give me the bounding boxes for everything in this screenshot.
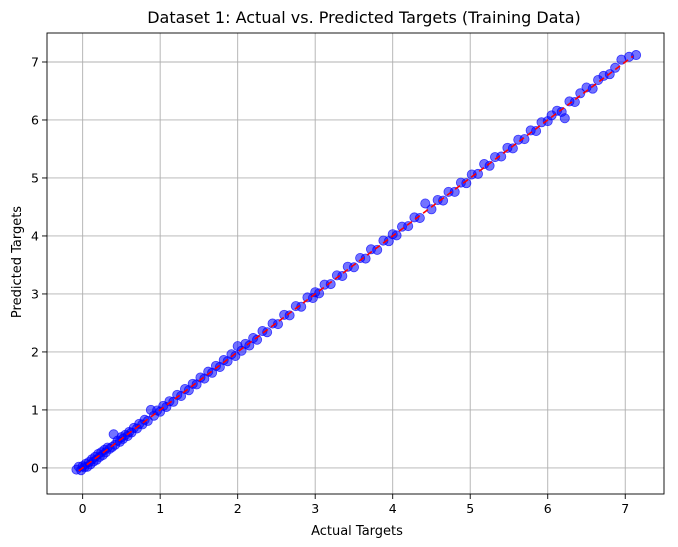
data-point [420, 198, 431, 209]
grid [47, 33, 664, 494]
reference-line [78, 55, 634, 472]
data-point [414, 212, 425, 223]
x-tick-label: 5 [466, 501, 474, 516]
data-point [472, 168, 483, 179]
data-point [449, 186, 460, 197]
y-tick-label: 7 [31, 54, 39, 69]
x-tick-label: 7 [621, 501, 629, 516]
data-point [360, 253, 371, 264]
data-point [296, 301, 307, 312]
data-point [262, 327, 273, 338]
data-point [610, 62, 621, 73]
data-point [575, 88, 586, 99]
x-tick-label: 0 [79, 501, 87, 516]
data-point [314, 288, 325, 299]
data-point [496, 151, 507, 162]
data-point [284, 310, 295, 321]
data-point [252, 334, 263, 345]
data-point [403, 221, 414, 232]
data-point [461, 178, 472, 189]
chart-title: Dataset 1: Actual vs. Predicted Targets … [147, 8, 581, 27]
data-point [531, 125, 542, 136]
y-tick-label: 0 [31, 460, 39, 475]
y-tick-label: 1 [31, 402, 39, 417]
data-point [587, 83, 598, 94]
y-tick-label: 4 [31, 228, 39, 243]
data-point [519, 134, 530, 145]
plot-frame [46, 32, 665, 495]
data-point [484, 160, 495, 171]
data-point [507, 143, 518, 154]
x-tick-label: 3 [311, 501, 319, 516]
x-tick-label: 1 [156, 501, 164, 516]
data-point [631, 50, 642, 61]
data-point [426, 204, 437, 215]
axis-ticks: 0 1 2 3 4 5 6 7 0 1 2 3 4 5 6 7 [31, 54, 629, 516]
x-tick-label: 4 [389, 501, 397, 516]
x-axis-label: Actual Targets [311, 524, 403, 539]
data-point [337, 270, 348, 281]
y-tick-label: 5 [31, 170, 39, 185]
y-axis-label: Predicted Targets [10, 206, 25, 318]
y-tick-label: 6 [31, 112, 39, 127]
data-point [438, 195, 449, 206]
data-point [272, 319, 283, 330]
data-point [559, 113, 570, 124]
data-point [569, 97, 580, 108]
y-tick-label: 2 [31, 344, 39, 359]
data-point [325, 279, 336, 290]
data-point [348, 262, 359, 273]
x-tick-label: 2 [234, 501, 242, 516]
x-tick-label: 6 [544, 501, 552, 516]
data-point [391, 230, 402, 241]
y-tick-label: 3 [31, 286, 39, 301]
reference-line-layer [78, 55, 634, 472]
data-point [372, 244, 383, 255]
